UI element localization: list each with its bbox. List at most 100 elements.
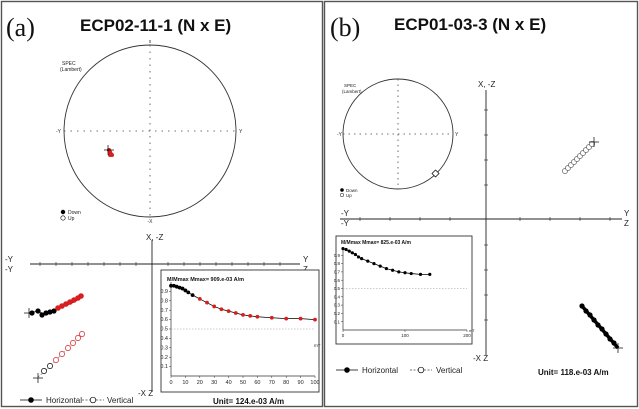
- legend-vertical-label: Vertical: [436, 366, 462, 375]
- panel-b-title: ECP01-03-3 (N x E): [394, 15, 546, 34]
- y-tick-label: 0.6: [334, 278, 341, 283]
- decay-point: [391, 268, 395, 272]
- legend-vertical-marker: [89, 396, 97, 404]
- panel-b-zijderveld: X, -Z -Y -Y Y Z -X Z: [340, 80, 630, 363]
- y-tick-label: 0.3: [160, 345, 168, 351]
- decay-point: [409, 271, 413, 276]
- y-tick-label: 0.9: [334, 253, 341, 258]
- panel-b-letter: (b): [330, 13, 360, 42]
- decay-point: [384, 266, 388, 271]
- unit-label: Unit= 124.e-03 A/m: [213, 397, 284, 406]
- decay-chart-frame: [160, 269, 320, 393]
- zij-vertical-projection: [562, 137, 599, 174]
- stereonet-axis-left: -Y: [56, 129, 62, 135]
- legend-horizontal-label: Horizontal: [46, 396, 82, 405]
- decay-point: [171, 283, 176, 288]
- stereonet-axis-right: Y: [239, 129, 243, 135]
- decay-point: [255, 314, 260, 319]
- panel-a-zijderveld: X, -Z -Y -Y Y Z -X Z: [5, 233, 309, 398]
- decay-point: [183, 288, 188, 293]
- decay-point: [212, 304, 217, 309]
- x-tick-label: 40: [226, 380, 232, 386]
- x-tick-label: 0: [169, 380, 172, 386]
- x-tick-label: 200: [463, 333, 471, 338]
- decay-point: [190, 293, 195, 298]
- stereonet-axis-top: x: [149, 39, 152, 45]
- x-tick-label: 100: [401, 333, 409, 338]
- y-tick-label: 0.6: [160, 317, 168, 323]
- zij-axis-right-label-2: Z: [303, 265, 308, 274]
- legend-down-marker: [340, 188, 344, 192]
- decay-point: [241, 313, 245, 317]
- decay-point: [360, 257, 364, 261]
- panel-b: (b) ECP01-03-3 (N x E) -Y Y SPEC (Lamber…: [323, 0, 639, 408]
- stereonet-axis-bottom: -X: [148, 219, 154, 225]
- decay-point: [428, 272, 432, 276]
- zij-axis-right-label-1: Y: [303, 255, 309, 264]
- decay-chart-header: M/Mmax Mmax= 909.e-03 A/m: [167, 277, 244, 283]
- decay-point: [233, 311, 238, 315]
- y-tick-label: 0.1: [334, 319, 341, 324]
- decay-point: [378, 264, 382, 268]
- zij-axis-left-label-2: -Y: [5, 265, 14, 274]
- zij-tick-marks: [39, 262, 281, 266]
- decay-point: [313, 317, 317, 322]
- y-tick-label: 0.7: [160, 308, 168, 314]
- legend-horizontal-marker: [344, 367, 350, 373]
- decay-point: [180, 286, 185, 291]
- x-tick-label: 70: [269, 380, 275, 386]
- legend-horizontal-label: Horizontal: [362, 366, 398, 375]
- y-tick-label: 0.4: [334, 294, 341, 299]
- y-tick-label: 0.3: [334, 303, 341, 308]
- x-tick-label: 60: [254, 380, 260, 386]
- zij-axis-left-label-1: -Y: [5, 255, 14, 264]
- decay-point: [174, 284, 179, 289]
- y-tick-label: 0.2: [334, 311, 341, 316]
- decay-point: [366, 259, 370, 263]
- decay-plot-a: 0.1 0.2 0.3 0.4 0.5 0.6 0.7 0.8 0.9 0 10 20 30 40 50 60…: [160, 282, 321, 386]
- y-tick-label: 0.9: [160, 289, 168, 295]
- decay-point: [341, 247, 345, 251]
- legend-up-label: Up: [346, 193, 352, 198]
- decay-unit-b: mT: [469, 328, 475, 333]
- y-tick-label: 0.1: [160, 364, 168, 370]
- panel-b-frame: [323, 0, 639, 408]
- decay-point: [353, 252, 357, 257]
- legend-down-label: Down: [346, 188, 358, 193]
- x-tick-label: 90: [298, 380, 304, 386]
- decay-point: [219, 307, 224, 312]
- zij-axis-bottom-label: -X Z: [138, 389, 153, 398]
- zij-axis-left-label-1: -Y: [341, 209, 350, 218]
- zij-axis-bottom-label: -X Z: [473, 354, 488, 363]
- stereonet-label: SPEC: [344, 83, 357, 88]
- legend-up-marker: [339, 192, 345, 198]
- y-tick-label: 0.5: [334, 286, 341, 291]
- decay-chart-frame: [335, 235, 473, 345]
- decay-point: [197, 297, 202, 301]
- y-tick-label: 0.8: [334, 261, 341, 266]
- decay-point: [350, 251, 354, 255]
- panel-a-decay-chart: M/Mmax Mmax= 909.e-03 A/m 0.10.20.30.40.…: [160, 269, 321, 393]
- decay-point: [226, 309, 231, 314]
- decay-point: [344, 247, 348, 252]
- zij-axis-left-label-2: -Y: [341, 219, 350, 228]
- y-tick-label: 0.5: [160, 327, 168, 333]
- panel-b-decay-chart: M/Mmax Mmax= 825.e-03 A/m 0.10.20.30.40.…: [334, 235, 475, 345]
- y-tick-label: 0.2: [160, 355, 168, 361]
- x-tick-label: 30: [211, 380, 217, 386]
- x-tick-label: 10: [182, 380, 188, 386]
- decay-point: [248, 313, 253, 318]
- decay-point: [177, 285, 182, 290]
- legend-vertical-marker: [417, 366, 425, 374]
- decay-point: [403, 271, 407, 275]
- zij-horizontal-projection: [24, 293, 84, 318]
- zij-horizontal-projection: [579, 303, 623, 353]
- panel-a-legend: Horizontal Vertical Unit= 124.e-03 A/m: [20, 396, 284, 406]
- legend-down-label: Down: [68, 210, 81, 216]
- decay-point: [418, 272, 423, 276]
- decay-point: [169, 283, 173, 288]
- zij-axis-top-label: X, -Z: [478, 80, 495, 89]
- panel-a-letter: (a): [6, 13, 35, 42]
